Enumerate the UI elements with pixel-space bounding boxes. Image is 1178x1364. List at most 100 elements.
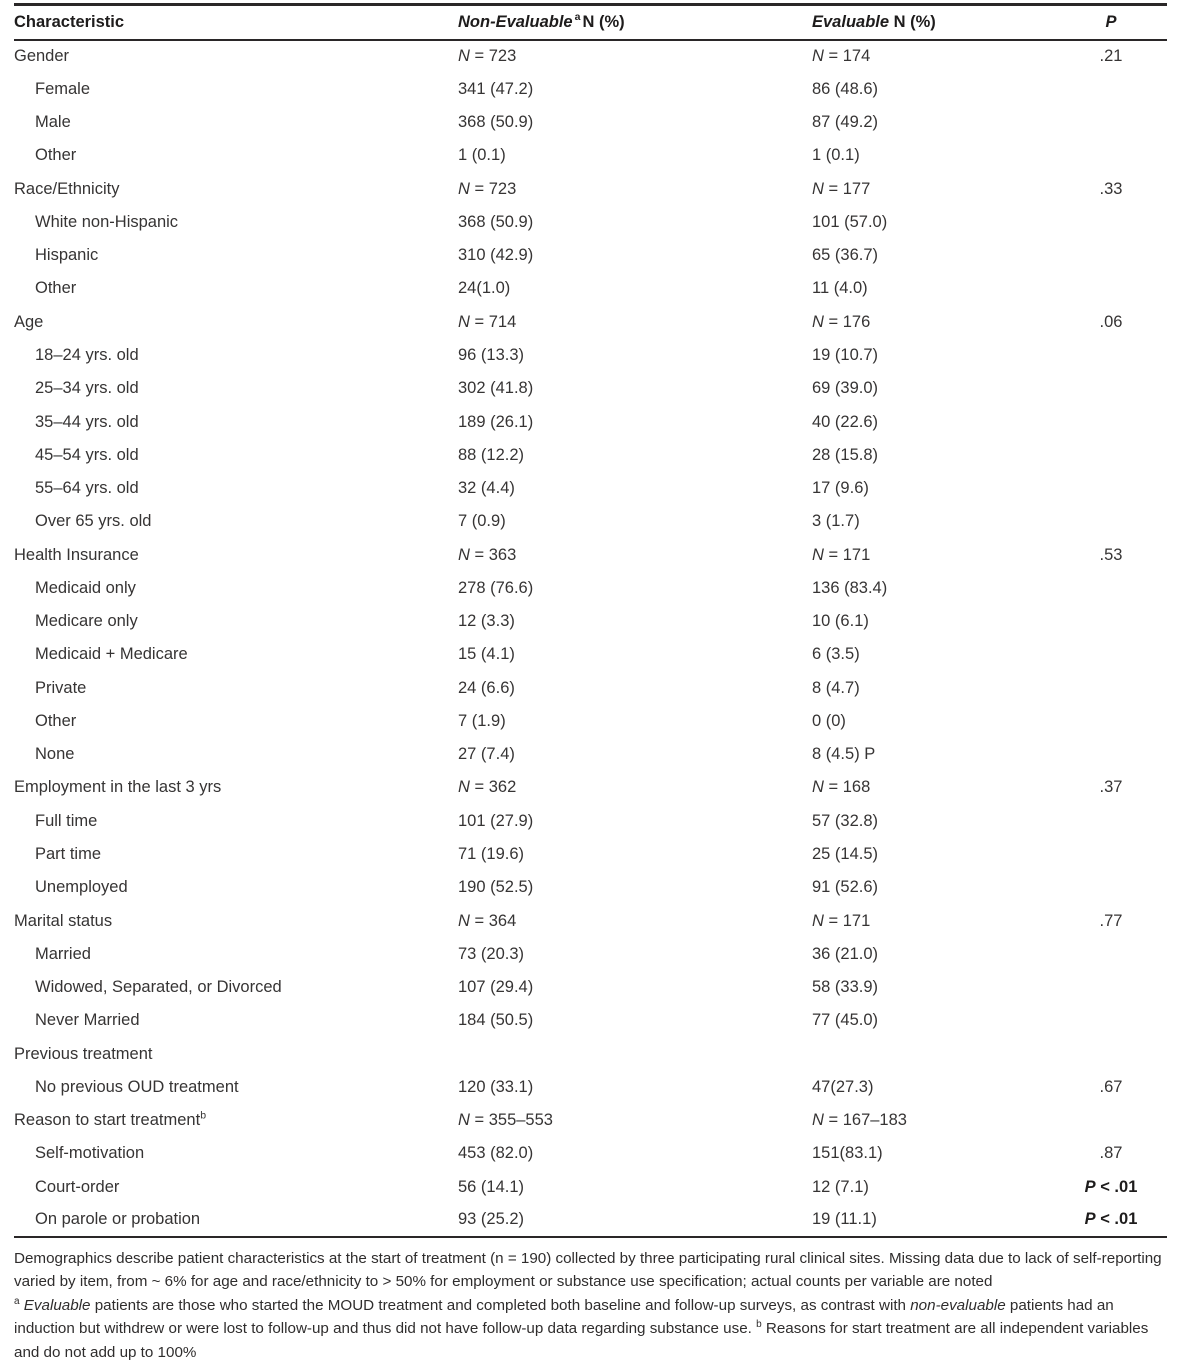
characteristic-cell: Part time	[35, 845, 102, 863]
col-header-characteristic-label: Characteristic	[14, 12, 125, 31]
p-value-cell	[1055, 605, 1167, 638]
characteristic-cell: Unemployed	[35, 878, 128, 897]
evaluable-cell: N = 171	[812, 545, 871, 564]
p-value-cell	[1055, 871, 1167, 904]
p-value-cell	[1055, 1104, 1167, 1137]
characteristic-cell: No previous OUD treatment	[35, 1077, 239, 1096]
p-value-cell	[1055, 106, 1167, 139]
non-evaluable-cell: 101 (27.9)	[458, 811, 534, 830]
characteristic-cell: Female	[35, 79, 91, 98]
table-row: Unemployed 190 (52.5) 91 (52.6)	[14, 871, 1167, 904]
characteristic-cell: Self-motivation	[35, 1144, 145, 1163]
footnote-marker-a: a	[574, 11, 581, 24]
non-evaluable-cell: 32 (4.4)	[458, 479, 515, 498]
table-row: Self-motivation 453 (82.0) 151(83.1) .87	[14, 1137, 1167, 1170]
table-row: Gender N = 723 N = 174 .21	[14, 40, 1167, 73]
characteristic-cell: Medicaid only	[35, 578, 136, 597]
non-evaluable-cell: 96 (13.3)	[458, 346, 525, 365]
col-header-non-evaluable: Non-Evaluable a N (%)	[458, 4, 812, 41]
characteristic-cell: Previous treatment	[14, 1044, 153, 1063]
p-value-cell: .37	[1099, 778, 1123, 797]
footnote-a-text-2: patients had an induction but withdrew o…	[14, 1296, 1114, 1338]
characteristic-cell: Married	[35, 944, 91, 963]
col-header-non-evaluable-units: N (%)	[582, 12, 625, 31]
characteristic-cell: Male	[35, 113, 71, 132]
evaluable-cell: 136 (83.4)	[812, 578, 888, 597]
table-row: 18–24 yrs. old 96 (13.3) 19 (10.7)	[14, 339, 1167, 372]
characteristic-cell: Private	[35, 678, 87, 697]
evaluable-cell: 57 (32.8)	[812, 811, 879, 830]
evaluable-cell: 25 (14.5)	[812, 845, 879, 863]
non-evaluable-cell: 189 (26.1)	[458, 412, 534, 431]
non-evaluable-cell: 15 (4.1)	[458, 645, 515, 664]
footnote-evaluable-term: Evaluable	[23, 1296, 91, 1314]
evaluable-cell: 8 (4.7)	[812, 678, 860, 697]
evaluable-cell: N = 176	[812, 312, 871, 331]
evaluable-cell: 87 (49.2)	[812, 113, 879, 132]
p-value-cell	[1055, 439, 1167, 472]
footnote-a-marker: a	[14, 1295, 20, 1307]
table-row: Part time 71 (19.6) 25 (14.5)	[14, 838, 1167, 871]
non-evaluable-cell: 341 (47.2)	[458, 79, 534, 98]
non-evaluable-cell: 24 (6.6)	[458, 678, 515, 697]
evaluable-cell: 0 (0)	[812, 711, 846, 730]
table-row: Race/Ethnicity N = 723 N = 177 .33	[14, 173, 1167, 206]
non-evaluable-cell: 56 (14.1)	[458, 1177, 525, 1196]
evaluable-cell: 19 (10.7)	[812, 346, 879, 365]
evaluable-cell: 151(83.1)	[812, 1144, 883, 1163]
evaluable-cell: 3 (1.7)	[812, 512, 860, 531]
characteristic-cell: 35–44 yrs. old	[35, 412, 139, 431]
characteristic-cell: Widowed, Separated, or Divorced	[35, 978, 282, 997]
characteristic-cell: Age	[14, 312, 44, 331]
table-row: Employment in the last 3 yrs N = 362 N = 1…	[14, 771, 1167, 804]
evaluable-cell: 101 (57.0)	[812, 212, 888, 231]
non-evaluable-cell: 27 (7.4)	[458, 745, 515, 764]
non-evaluable-cell: 93 (25.2)	[458, 1210, 525, 1229]
p-value-cell: .77	[1099, 911, 1123, 930]
evaluable-cell: 77 (45.0)	[812, 1011, 879, 1030]
evaluable-cell: 36 (21.0)	[812, 944, 879, 963]
characteristic-cell: Reason to start treatmentb	[14, 1109, 207, 1130]
non-evaluable-cell: 310 (42.9)	[458, 246, 534, 265]
non-evaluable-cell: 190 (52.5)	[458, 878, 534, 897]
p-value-cell	[1055, 272, 1167, 305]
characteristic-cell: Employment in the last 3 yrs	[14, 778, 222, 797]
non-evaluable-cell: N = 362	[458, 778, 517, 797]
footnote-a-text-1: patients are those who started the MOUD …	[90, 1296, 911, 1314]
table-row: Married 73 (20.3) 36 (21.0)	[14, 938, 1167, 971]
p-value-cell: P < .01	[1084, 1177, 1138, 1196]
col-header-p-value: P	[1055, 4, 1167, 41]
non-evaluable-cell: 88 (12.2)	[458, 445, 525, 464]
non-evaluable-cell: 278 (76.6)	[458, 578, 534, 597]
p-value-cell	[1055, 206, 1167, 239]
evaluable-cell: 17 (9.6)	[812, 479, 869, 498]
p-value-cell	[1055, 372, 1167, 405]
table-row: 45–54 yrs. old 88 (12.2) 28 (15.8)	[14, 439, 1167, 472]
non-evaluable-cell: N = 364	[458, 911, 517, 930]
table-row: Previous treatment	[14, 1037, 1167, 1070]
table-row: None 27 (7.4) 8 (4.5) P	[14, 738, 1167, 771]
p-value-cell: .87	[1099, 1144, 1123, 1163]
table-row: Full time 101 (27.9) 57 (32.8)	[14, 805, 1167, 838]
p-value-cell	[1055, 73, 1167, 106]
non-evaluable-cell: 71 (19.6)	[458, 845, 525, 863]
p-value-cell	[1055, 505, 1167, 538]
table-row: No previous OUD treatment 120 (33.1) 47(27…	[14, 1071, 1167, 1104]
p-value-cell	[1055, 938, 1167, 971]
p-value-cell	[1055, 838, 1167, 871]
evaluable-cell	[812, 1037, 1055, 1070]
col-header-evaluable: Evaluable N (%)	[812, 4, 1055, 41]
table-row: Medicare only 12 (3.3) 10 (6.1)	[14, 605, 1167, 638]
col-header-characteristic: Characteristic	[14, 4, 458, 41]
non-evaluable-cell: 7 (0.9)	[458, 512, 506, 531]
evaluable-cell: 86 (48.6)	[812, 79, 879, 98]
table-body: Gender N = 723 N = 174 .21 Female 341 (47.2) 8…	[14, 40, 1167, 1238]
p-value-cell	[1055, 638, 1167, 671]
footnote-a-b: a Evaluable patients are those who start…	[14, 1294, 1167, 1364]
table-row: Hispanic 310 (42.9) 65 (36.7)	[14, 239, 1167, 272]
characteristic-cell: Medicare only	[35, 612, 138, 631]
non-evaluable-cell: N = 355–553	[458, 1111, 553, 1130]
p-value-cell	[1055, 339, 1167, 372]
characteristic-cell: White non-Hispanic	[35, 212, 179, 231]
